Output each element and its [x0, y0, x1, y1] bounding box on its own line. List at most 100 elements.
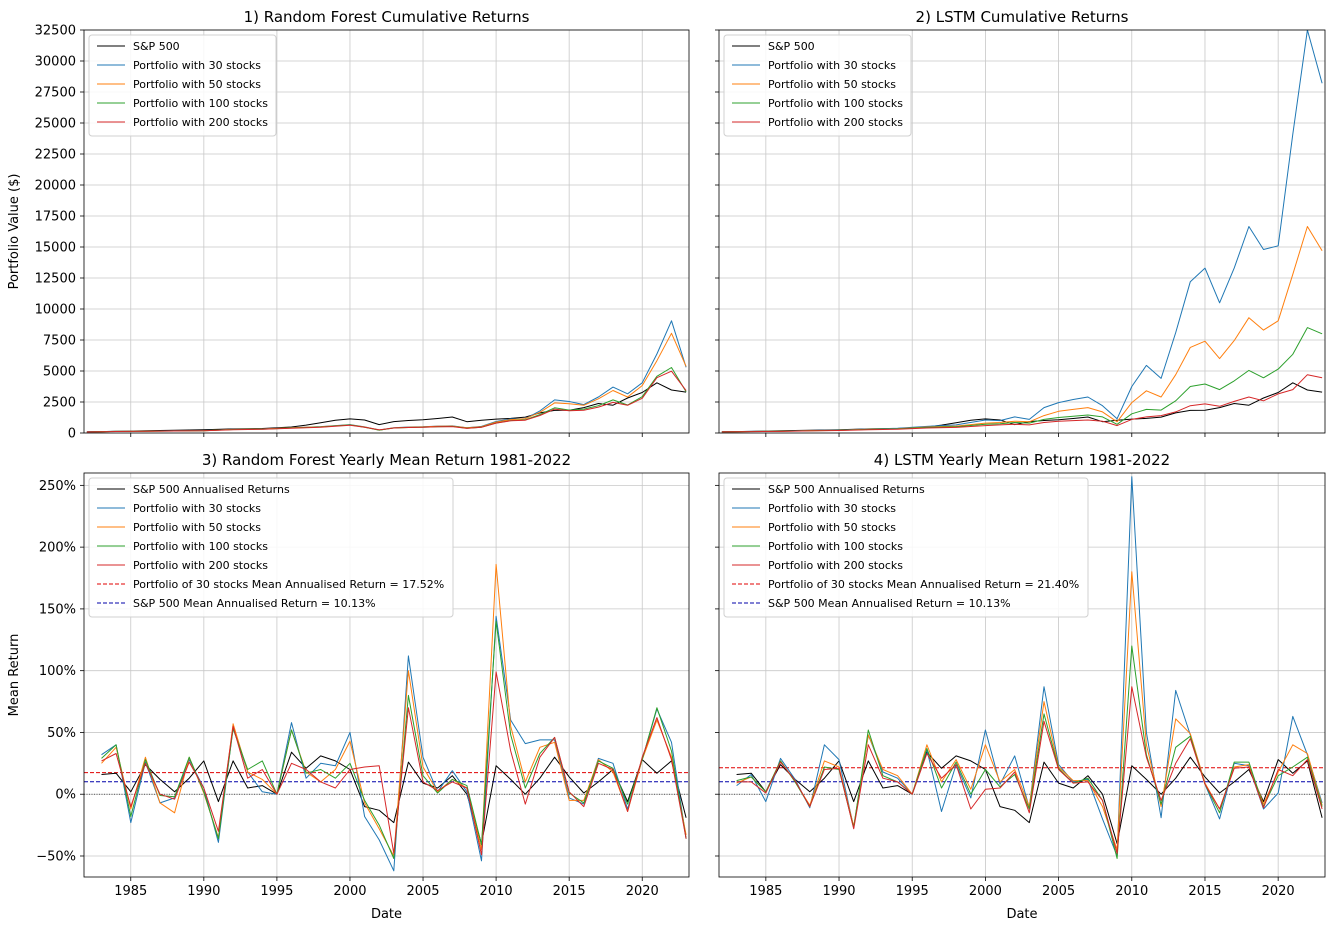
x-tick-label: 2010 [1115, 884, 1148, 899]
x-tick-label: 2010 [480, 884, 513, 899]
series-line [101, 615, 687, 872]
series-group [101, 563, 687, 872]
y-tick-label: 100% [39, 664, 76, 679]
y-tick-label: 32500 [35, 24, 76, 39]
legend-label: Portfolio with 200 stocks [133, 559, 268, 572]
x-tick-label: 1985 [114, 884, 147, 899]
y-tick-label: 25000 [35, 117, 76, 132]
legend-label: Portfolio with 100 stocks [133, 97, 268, 110]
x-tick-label: 1995 [896, 884, 929, 899]
y-tick-label: 20000 [35, 179, 76, 194]
series-line [101, 751, 687, 845]
legend-label: S&P 500 Annualised Returns [768, 483, 925, 496]
x-tick-label: 2020 [626, 884, 659, 899]
y-tick-label: 27500 [35, 86, 76, 101]
y-tick-label: 10000 [35, 303, 76, 318]
y-tick-label: 7500 [43, 334, 76, 349]
subplot-title: 4) LSTM Yearly Mean Return 1981-2022 [874, 451, 1170, 469]
x-tick-label: 2005 [406, 884, 439, 899]
y-tick-label: 0% [55, 788, 76, 803]
legend-label: Portfolio of 30 stocks Mean Annualised R… [133, 578, 444, 591]
legend-label: Portfolio with 50 stocks [133, 521, 261, 534]
legend-label: Portfolio with 100 stocks [768, 97, 903, 110]
series-line [101, 671, 687, 856]
y-axis-label: Mean Return [7, 634, 22, 717]
legend-label: Portfolio with 30 stocks [768, 502, 896, 515]
series-line [86, 320, 687, 433]
y-tick-label: 15000 [35, 241, 76, 256]
x-tick-label: 1990 [822, 884, 855, 899]
legend-label: Portfolio of 30 stocks Mean Annualised R… [768, 578, 1079, 591]
legend-label: Portfolio with 50 stocks [768, 521, 896, 534]
y-tick-label: 17500 [35, 210, 76, 225]
subplot-2: 2) LSTM Cumulative Returns S&P 500 Portfol… [715, 8, 1326, 437]
x-tick-label: 2020 [1262, 884, 1295, 899]
y-tick-label: 0 [68, 427, 76, 442]
legend: S&P 500 Annualised Returns Portfolio with… [88, 477, 454, 618]
y-tick-label: 12500 [35, 272, 76, 287]
y-tick-label: 2500 [43, 396, 76, 411]
subplot-1: 0 2500 5000 7500 10000 12500 15000 17500 20000 22… [7, 8, 690, 442]
x-axis-label: Date [371, 907, 402, 922]
legend: S&P 500 Portfolio with 30 stocks Portfolio… [88, 34, 277, 137]
series-group [86, 320, 687, 433]
axes-frame [718, 472, 1326, 878]
x-tick-label: 2000 [333, 884, 366, 899]
legend-label: Portfolio with 30 stocks [133, 502, 261, 515]
subplot-title: 2) LSTM Cumulative Returns [916, 8, 1129, 26]
legend: S&P 500 Annualised Returns Portfolio with… [723, 477, 1089, 618]
series-line [721, 374, 1323, 433]
x-tick-label: 2000 [969, 884, 1002, 899]
legend-label: Portfolio with 200 stocks [768, 116, 903, 129]
x-tick-label: 2015 [553, 884, 586, 899]
subplot-title: 1) Random Forest Cumulative Returns [244, 8, 530, 26]
y-tick-label: −50% [36, 849, 76, 864]
series-line [736, 686, 1323, 854]
x-tick-label: 2005 [1042, 884, 1075, 899]
legend-label: Portfolio with 30 stocks [133, 59, 261, 72]
legend-label: Portfolio with 30 stocks [768, 59, 896, 72]
subplot-3: 1985 1990 1995 2000 2005 2010 2015 2020 −50% 0% 50… [7, 451, 690, 922]
legend-label: Portfolio with 200 stocks [133, 116, 268, 129]
series-line [86, 332, 687, 433]
x-tick-label: 1990 [187, 884, 220, 899]
legend-label: Portfolio with 100 stocks [768, 540, 903, 553]
legend-box [723, 34, 912, 137]
series-line [736, 751, 1323, 845]
axes-frame [83, 29, 690, 434]
y-tick-label: 150% [39, 602, 76, 617]
y-tick-label: 5000 [43, 365, 76, 380]
series-line [736, 645, 1323, 859]
legend-label: Portfolio with 100 stocks [133, 540, 268, 553]
y-tick-label: 22500 [35, 148, 76, 163]
legend-label: S&P 500 [768, 40, 815, 53]
legend-label: S&P 500 Mean Annualised Return = 10.13% [133, 597, 376, 610]
legend-label: S&P 500 Annualised Returns [133, 483, 290, 496]
subplot-4: 1985 1990 1995 2000 2005 2010 2015 2020 4) LSTM … [715, 451, 1326, 922]
legend-box [723, 477, 1089, 618]
y-tick-label: 200% [39, 541, 76, 556]
x-axis-label: Date [1006, 907, 1037, 922]
axes-frame [83, 472, 690, 878]
legend-label: Portfolio with 50 stocks [768, 78, 896, 91]
series-line [86, 370, 687, 433]
x-tick-label: 1985 [749, 884, 782, 899]
legend-label: S&P 500 Mean Annualised Return = 10.13% [768, 597, 1011, 610]
y-tick-label: 50% [47, 726, 76, 741]
legend-label: Portfolio with 50 stocks [133, 78, 261, 91]
series-line [721, 226, 1323, 433]
legend: S&P 500 Portfolio with 30 stocks Portfolio… [723, 34, 912, 137]
legend-label: Portfolio with 200 stocks [768, 559, 903, 572]
x-tick-label: 2015 [1188, 884, 1221, 899]
legend-box [88, 34, 277, 137]
y-tick-label: 30000 [35, 55, 76, 70]
y-axis-label: Portfolio Value ($) [7, 174, 22, 290]
legend-label: S&P 500 [133, 40, 180, 53]
series-group [721, 30, 1323, 433]
legend-box [88, 477, 454, 618]
x-tick-label: 1995 [260, 884, 293, 899]
y-tick-label: 250% [39, 479, 76, 494]
subplot-title: 3) Random Forest Yearly Mean Return 1981… [202, 451, 571, 469]
axes-frame [718, 29, 1326, 434]
